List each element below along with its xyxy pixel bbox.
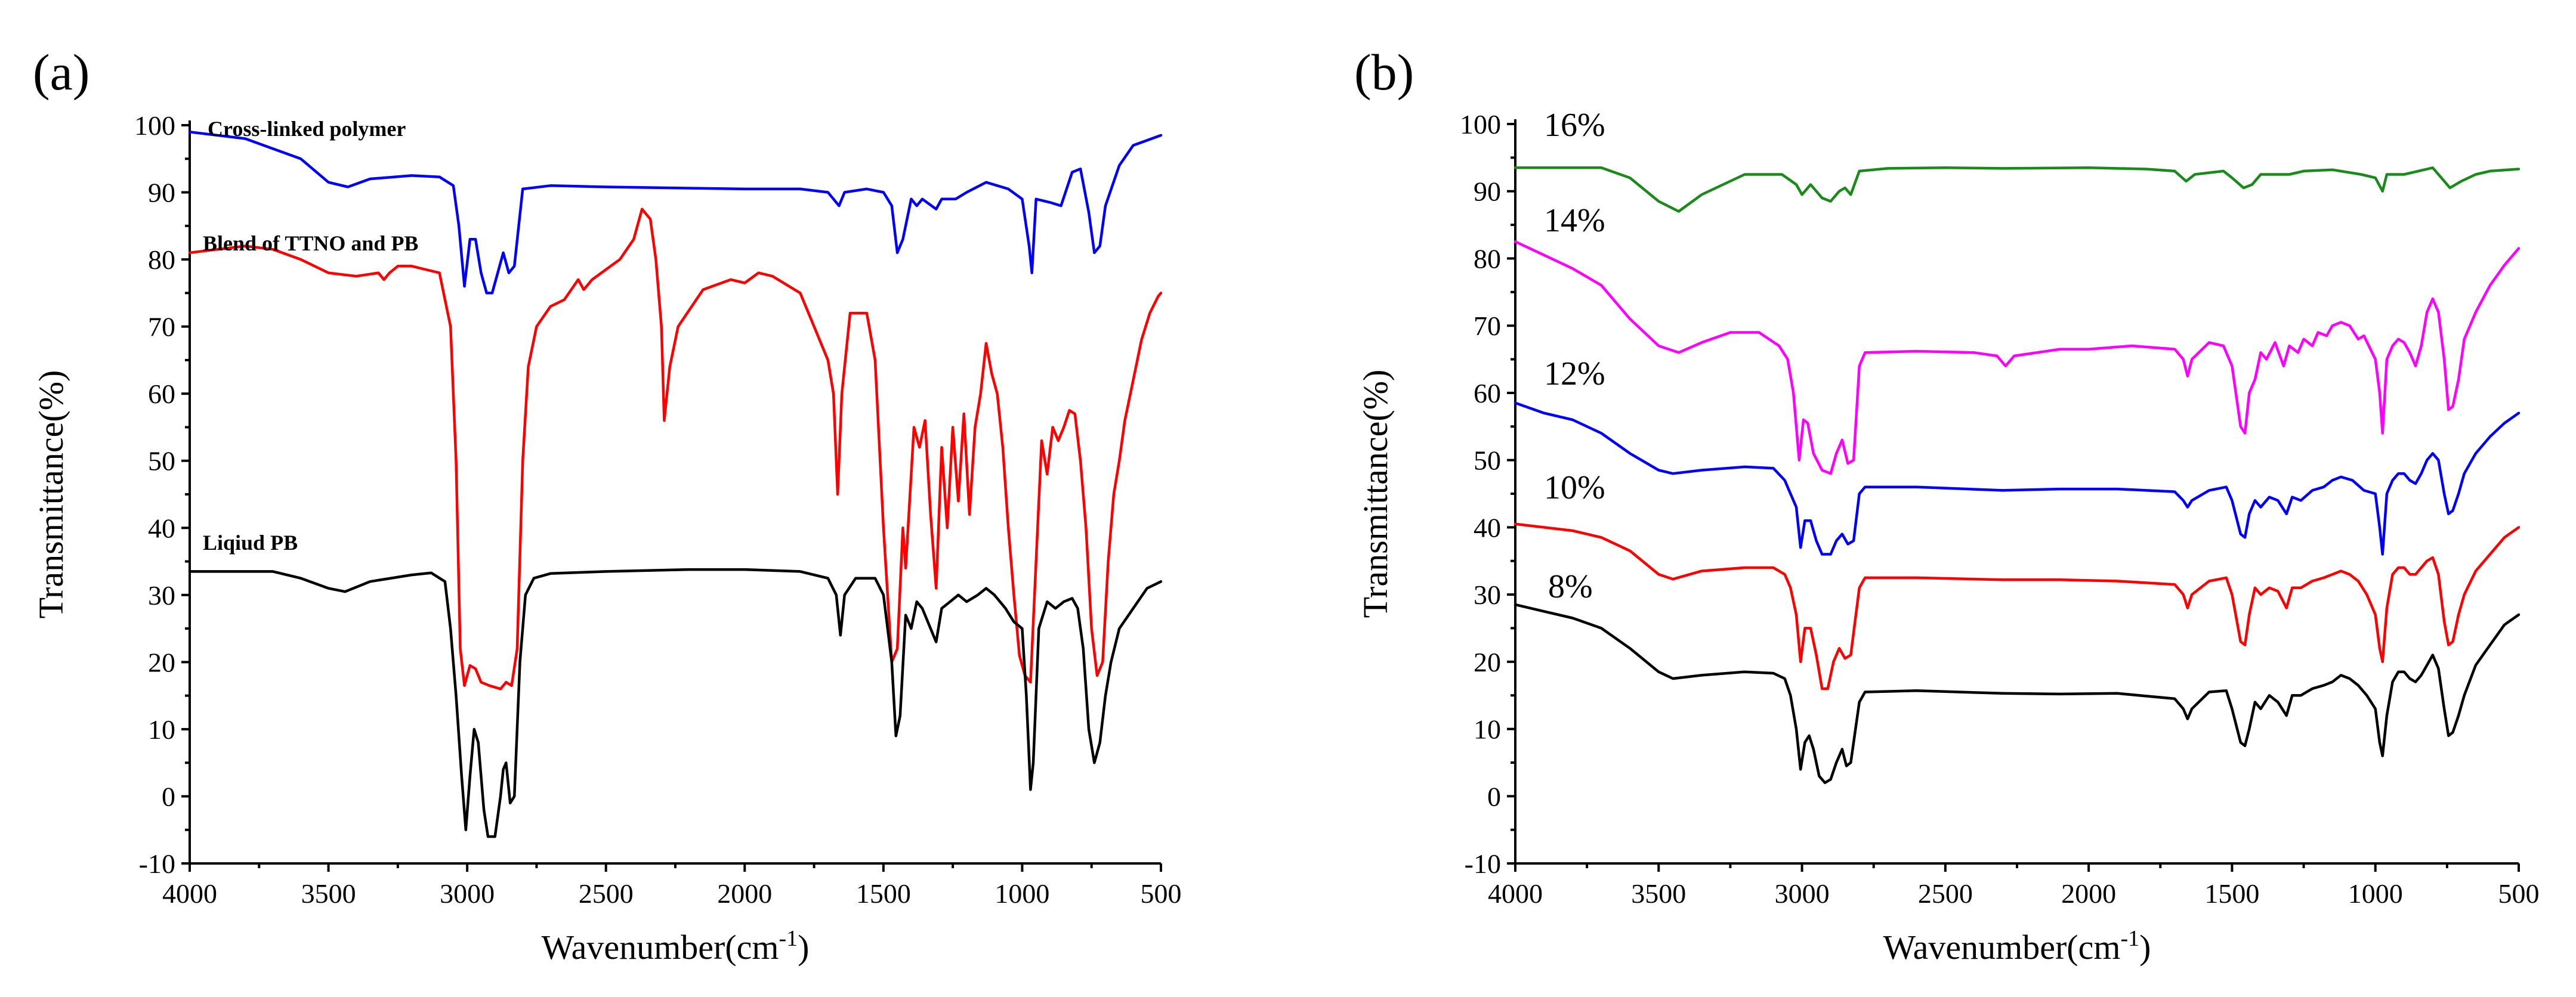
y-tick-label: 90: [148, 178, 175, 208]
y-tick-label: 20: [148, 647, 175, 677]
series-line-b-1: [1514, 240, 2521, 475]
series-line-b-0: [1514, 166, 2521, 213]
series-label: 14%: [1544, 202, 1605, 239]
y-axis-title: Transmittance(%): [32, 370, 70, 619]
series-line-a-0: [188, 131, 1163, 295]
x-tick-label: 2500: [579, 878, 634, 909]
x-tick-label: 500: [2498, 878, 2540, 909]
y-tick-label: 30: [148, 580, 175, 611]
y-tick-label: 60: [1474, 378, 1501, 408]
series-label: Cross-linked polymer: [208, 117, 406, 141]
series-label: Blend of TTNO and PB: [203, 231, 418, 255]
x-tick-label: 1000: [2348, 878, 2403, 909]
x-tick-label: 3000: [1775, 878, 1830, 909]
y-tick-label: 10: [148, 714, 175, 745]
y-tick-label: 70: [1474, 311, 1501, 341]
x-axis-title-close: ): [798, 928, 809, 967]
chart-b: -10 0 10 20 30 40 50 60 70 80 90 100 4000 3500 3000 250…: [1356, 107, 2540, 967]
y-tick-label: 100: [1460, 109, 1501, 140]
series-line-a-1: [188, 208, 1163, 691]
y-tick-label: 50: [148, 446, 175, 476]
y-tick-label: 60: [148, 379, 175, 409]
series-label: 12%: [1544, 355, 1605, 392]
x-tick-label: 4000: [1488, 878, 1543, 909]
y-tick-label: 50: [1474, 445, 1501, 476]
y-tick-label: 70: [148, 312, 175, 342]
chart-a: -10 0 10 20 30 40 50 60 70 80 90 100 4000 3500 3000 250…: [32, 110, 1182, 967]
series-label: 8%: [1548, 568, 1593, 605]
x-axis-title-close: ): [2139, 928, 2151, 967]
series-line-a-2: [188, 568, 1163, 838]
x-tick-label: 1500: [2204, 878, 2259, 909]
y-tick-label: 90: [1474, 177, 1501, 207]
series-line-b-3: [1514, 522, 2521, 691]
series-line-b-2: [1514, 401, 2521, 556]
y-tick-label: 80: [148, 244, 175, 275]
x-tick-label: 2500: [1918, 878, 1973, 909]
y-tick-label: 10: [1474, 714, 1501, 745]
series-line-b-4: [1514, 603, 2521, 784]
y-tick-label: -10: [139, 849, 175, 879]
series-label: 16%: [1544, 107, 1605, 144]
y-axis-title: Transmittance(%): [1356, 370, 1395, 618]
x-axis-title: Wavenumber(cm-1): [1883, 926, 2151, 967]
x-tick-label: 2000: [2061, 878, 2116, 909]
x-tick-label: 3500: [1631, 878, 1686, 909]
series-label: Liqiud PB: [203, 531, 298, 555]
series-label: 10%: [1544, 469, 1605, 506]
y-tick-label: 100: [134, 110, 175, 141]
y-tick-label: 30: [1474, 580, 1501, 610]
x-axis-title: Wavenumber(cm-1): [542, 926, 810, 967]
x-tick-label: 1000: [994, 878, 1049, 909]
x-tick-label: 3500: [301, 878, 356, 909]
y-tick-label: -10: [1465, 849, 1501, 879]
y-tick-label: 20: [1474, 647, 1501, 677]
y-tick-label: 0: [162, 781, 175, 812]
y-tick-label: 40: [148, 513, 175, 543]
x-tick-label: 1500: [856, 878, 911, 909]
panel-label-a: (a): [33, 44, 89, 101]
x-axis-title-superscript: -1: [2120, 926, 2139, 951]
x-axis-title-superscript: -1: [779, 926, 798, 951]
y-tick-label: 0: [1487, 781, 1501, 812]
x-tick-label: 4000: [162, 878, 217, 909]
y-tick-label: 40: [1474, 512, 1501, 543]
y-tick-label: 80: [1474, 243, 1501, 274]
x-tick-label: 3000: [440, 878, 495, 909]
x-tick-label: 2000: [717, 878, 772, 909]
panel-label-b: (b): [1354, 44, 1414, 101]
x-tick-label: 500: [1141, 878, 1182, 909]
